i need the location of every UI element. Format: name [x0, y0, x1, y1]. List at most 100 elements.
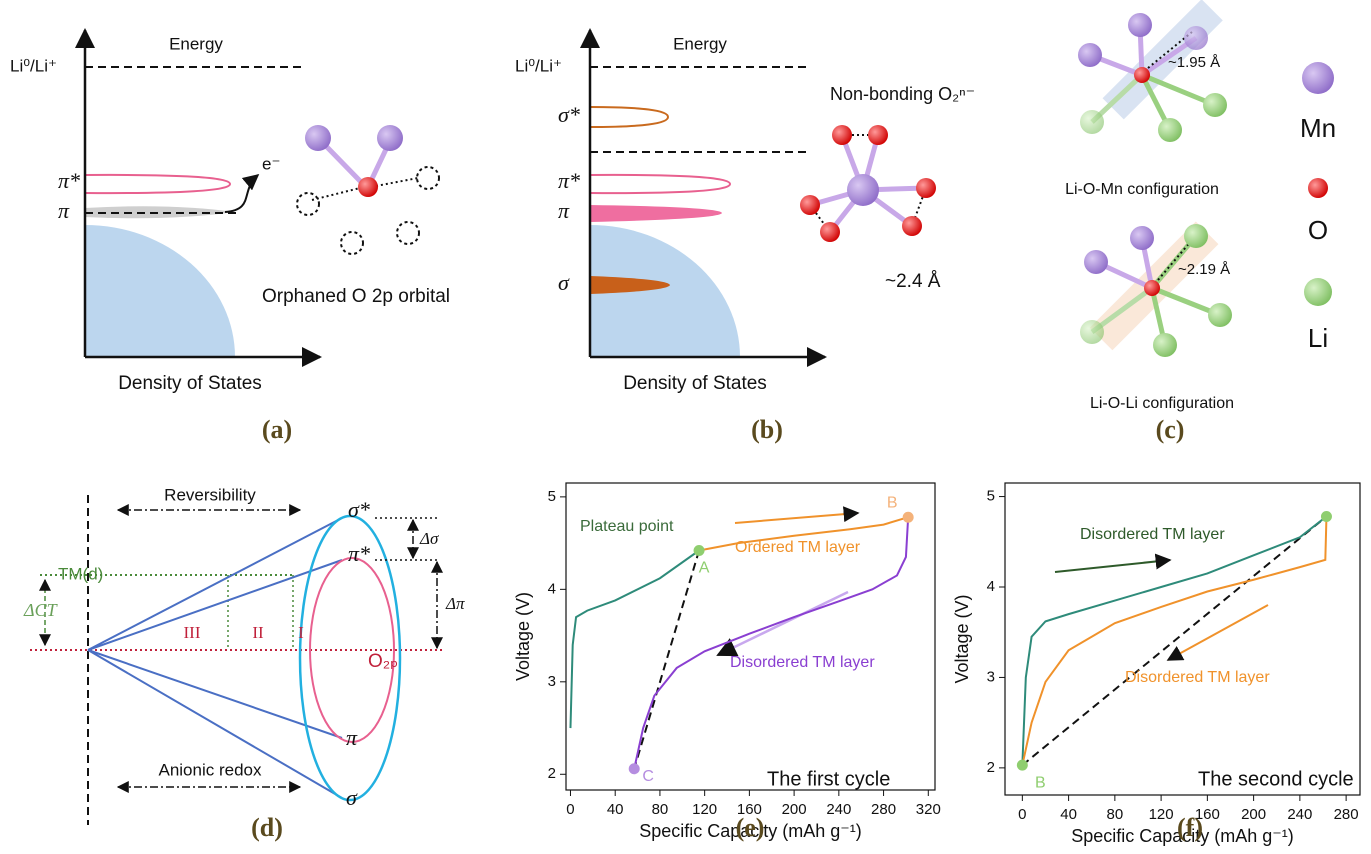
panel-label: (f): [1177, 813, 1203, 842]
label: σ*: [558, 102, 580, 127]
panel-d: Reversibility Anionic redox TM(d) ΔCT σ*…: [23, 485, 465, 841]
shape: [1153, 333, 1177, 357]
shape: [85, 225, 235, 357]
x-tick-label: 280: [871, 801, 896, 818]
shape: [735, 513, 858, 523]
shape: [1304, 278, 1332, 306]
shape: [847, 174, 879, 206]
shape: [1080, 320, 1104, 344]
annotation: Plateau point: [580, 518, 674, 535]
shape: [370, 145, 388, 183]
shape: [417, 167, 439, 189]
shape: [397, 222, 419, 244]
shape: [1184, 224, 1208, 248]
label: Density of States: [623, 373, 767, 394]
point-label: B: [1035, 774, 1046, 791]
shape: [590, 205, 722, 222]
shape: [88, 518, 342, 798]
shape: [297, 193, 319, 215]
x-tick-label: 240: [1287, 806, 1312, 823]
shape: [1134, 67, 1150, 83]
label: (a): [262, 415, 292, 444]
label: σ: [346, 785, 358, 810]
shape: [1208, 303, 1232, 327]
label: π*: [58, 168, 80, 193]
y-tick-label: 4: [548, 580, 556, 597]
shape: [1080, 110, 1104, 134]
shape: [590, 107, 668, 127]
x-tick-label: 280: [1334, 806, 1359, 823]
shape: [1078, 43, 1102, 67]
x-tick-label: 40: [1060, 806, 1077, 823]
x-tick-label: 40: [607, 801, 624, 818]
panel-a: Energy Li⁰/Li⁺ π* π e⁻ Orphaned O 2p orb…: [10, 30, 450, 444]
point: [1017, 760, 1027, 770]
label: Reversibility: [164, 485, 256, 504]
shape: [916, 178, 936, 198]
label: O₂ₚ: [368, 651, 398, 672]
shape: [590, 175, 730, 193]
label: π: [346, 725, 358, 750]
label: σ*: [348, 497, 370, 522]
label: Li⁰/Li⁺: [10, 56, 57, 75]
label: I: [298, 623, 304, 642]
label: Anionic redox: [158, 760, 262, 779]
label: Li⁰/Li⁺: [515, 56, 562, 75]
label: Li-O-Li configuration: [1090, 395, 1234, 412]
shape: [88, 518, 342, 650]
point-label: A: [699, 560, 710, 577]
point-label: B: [887, 494, 898, 511]
panel-b: Energy Li⁰/Li⁺ σ* π* π σ Non-bonding O₂ⁿ…: [515, 30, 975, 444]
panel-label: (e): [736, 813, 765, 842]
shape: [1144, 280, 1160, 296]
label: Δσ: [419, 529, 439, 548]
label: Orphaned O 2p orbital: [262, 286, 450, 307]
annotation: The second cycle: [1198, 768, 1354, 790]
point: [1321, 511, 1331, 521]
point: [629, 764, 639, 774]
figure: Energy Li⁰/Li⁺ π* π e⁻ Orphaned O 2p orb…: [0, 0, 1371, 854]
label: O: [1308, 215, 1328, 245]
y-tick-label: 5: [548, 488, 556, 505]
shape: [225, 175, 258, 212]
series-line: [570, 551, 699, 729]
label: Density of States: [118, 373, 262, 394]
y-tick-label: 5: [987, 488, 995, 505]
label: π*: [348, 541, 370, 566]
annotation: Disordered TM layer: [730, 654, 875, 671]
label: Li: [1308, 323, 1328, 353]
shape: [312, 188, 360, 200]
shape: [1302, 62, 1334, 94]
label: σ: [558, 270, 570, 295]
label: III: [184, 623, 201, 642]
label: Mn: [1300, 113, 1336, 143]
shape: [832, 125, 852, 145]
label: Δπ: [445, 594, 465, 613]
label: Energy: [673, 34, 727, 53]
label: (c): [1156, 415, 1185, 444]
annotation: The first cycle: [767, 768, 890, 790]
point: [903, 512, 913, 522]
shape: [902, 216, 922, 236]
x-tick-label: 120: [692, 801, 717, 818]
shape: [868, 125, 888, 145]
label: π: [558, 198, 570, 223]
x-tick-label: 0: [1018, 806, 1026, 823]
label: ~2.19 Å: [1178, 261, 1230, 278]
shape: [358, 177, 378, 197]
shape: [820, 222, 840, 242]
label: ~2.4 Å: [885, 271, 941, 292]
y-tick-label: 4: [987, 578, 995, 595]
y-axis-label: Voltage (V): [513, 592, 533, 681]
shape: [718, 592, 848, 655]
annotation: Disordered TM layer: [1080, 526, 1225, 543]
label: (b): [751, 415, 783, 444]
dashed-line: [1022, 516, 1326, 765]
shape: [1184, 26, 1208, 50]
point-label: C: [642, 768, 654, 785]
annotation: Ordered TM layer: [735, 539, 861, 556]
label: π*: [558, 168, 580, 193]
shape: [1084, 250, 1108, 274]
x-tick-label: 200: [1241, 806, 1266, 823]
